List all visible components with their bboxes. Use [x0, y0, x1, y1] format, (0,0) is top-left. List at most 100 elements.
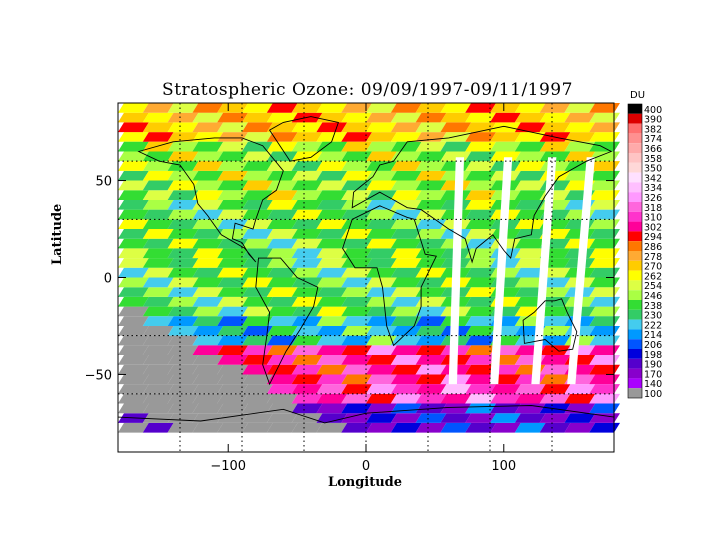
- ozone-cell: [564, 413, 596, 423]
- ozone-cell: [167, 141, 199, 152]
- ozone-cell: [118, 248, 149, 259]
- ozone-cell: [316, 170, 348, 181]
- colorbar-swatch: [628, 133, 642, 144]
- ozone-cell: [316, 258, 348, 268]
- ozone-cell: [217, 248, 248, 259]
- ozone-cell: [390, 393, 422, 404]
- ozone-cell: [142, 335, 174, 346]
- ozone-cell: [465, 296, 496, 307]
- ozone-cell: [539, 355, 571, 365]
- ozone-cell: [291, 238, 323, 249]
- colorbar-label: 222: [644, 320, 662, 331]
- colorbar-unit: DU: [630, 90, 646, 101]
- ozone-cell: [514, 180, 546, 191]
- ozone-cell: [291, 374, 323, 385]
- coastline: [137, 137, 284, 263]
- ozone-cell: [192, 122, 224, 133]
- ozone-cell: [118, 103, 149, 113]
- colorbar-label: 214: [644, 330, 662, 341]
- ozone-cell: [192, 209, 224, 220]
- ozone-cell: [291, 364, 323, 375]
- ozone-cell: [217, 180, 248, 191]
- ozone-cell: [564, 422, 596, 433]
- ozone-cell: [341, 384, 372, 394]
- ozone-cell: [465, 209, 496, 220]
- colorbar-swatch: [628, 123, 642, 134]
- colorbar-label: 326: [644, 193, 662, 204]
- ozone-cell: [118, 161, 149, 171]
- ozone-cell: [366, 316, 397, 326]
- ozone-cell: [167, 199, 199, 210]
- ozone-cell: [589, 393, 620, 404]
- ozone-cell: [242, 219, 273, 230]
- ozone-cell: [266, 287, 298, 297]
- ozone-cell: [167, 393, 199, 404]
- ozone-cell: [341, 238, 372, 249]
- ozone-cell: [242, 403, 273, 414]
- ozone-cell: [564, 141, 596, 152]
- ozone-cell: [366, 209, 397, 220]
- coastline: [522, 298, 578, 352]
- ozone-cell: [316, 112, 348, 123]
- ozone-cell: [589, 364, 620, 375]
- ozone-cell: [192, 335, 224, 346]
- colorbar: 4003903823743663583503423343263183103022…: [627, 103, 662, 400]
- colorbar-label: 238: [644, 301, 662, 312]
- coastline: [255, 257, 319, 386]
- ozone-cell: [291, 393, 323, 404]
- ozone-cell: [291, 345, 323, 356]
- ozone-cell: [266, 103, 298, 113]
- ozone-cell: [490, 422, 521, 433]
- ozone-cell: [242, 287, 273, 297]
- ozone-cell: [316, 238, 348, 249]
- ozone-cell: [514, 384, 546, 394]
- ozone-cell: [366, 219, 397, 230]
- ozone-cell: [589, 238, 620, 249]
- ozone-cell: [118, 219, 149, 230]
- ozone-cell: [465, 345, 496, 356]
- ozone-cell: [415, 364, 447, 375]
- ozone-cell: [589, 384, 620, 394]
- ozone-cell: [539, 422, 571, 433]
- ozone-cell: [217, 190, 248, 200]
- ozone-cell: [142, 199, 174, 210]
- ozone-cell: [539, 374, 571, 385]
- ozone-cell: [217, 422, 248, 433]
- ozone-cell: [192, 374, 224, 385]
- ozone-cell: [118, 374, 149, 385]
- ozone-cell: [242, 422, 273, 433]
- ozone-cell: [539, 413, 571, 423]
- ozone-cell: [118, 112, 149, 123]
- ozone-cell: [118, 267, 149, 278]
- ozone-cell: [589, 413, 620, 423]
- ozone-cell: [341, 151, 372, 162]
- ozone-cell: [589, 316, 620, 326]
- colorbar-label: 374: [644, 134, 662, 145]
- ozone-cell: [167, 267, 199, 278]
- ozone-cell: [539, 364, 571, 375]
- ozone-cell: [316, 132, 348, 142]
- ozone-cell: [242, 325, 273, 336]
- x-tick-label: −100: [210, 459, 246, 474]
- ozone-cell: [415, 345, 447, 356]
- ozone-cell: [490, 103, 521, 113]
- ozone-cell: [415, 190, 447, 200]
- ozone-cell: [242, 393, 273, 404]
- ozone-cell: [291, 199, 323, 210]
- ozone-cell: [390, 112, 422, 123]
- axes: −100 0 100 50 0 −50: [85, 102, 615, 474]
- ozone-cell: [589, 248, 620, 259]
- colorbar-swatch: [628, 319, 642, 330]
- ozone-cell: [589, 277, 620, 288]
- ozone-cell: [266, 219, 298, 230]
- ozone-cell: [167, 374, 199, 385]
- ozone-cell: [415, 151, 447, 162]
- ozone-cell: [217, 345, 248, 356]
- ozone-cell: [490, 393, 521, 404]
- ozone-cell: [291, 209, 323, 220]
- ozone-cell: [142, 345, 174, 356]
- ozone-cell: [142, 170, 174, 181]
- ozone-cell: [142, 316, 174, 326]
- ozone-cell: [366, 199, 397, 210]
- data-gap: [531, 157, 557, 385]
